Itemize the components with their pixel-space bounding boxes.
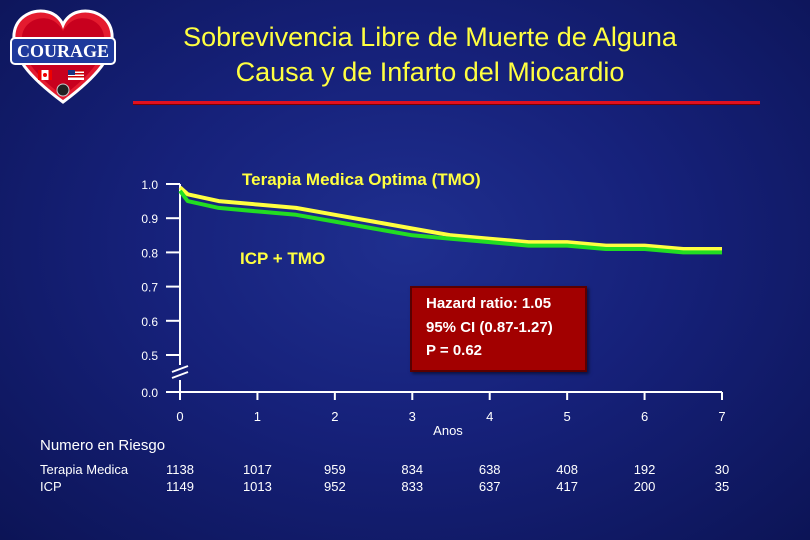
axis-break-mark [171,365,189,373]
risk-value: 638 [478,462,501,477]
x-tick-label: 1 [254,409,261,424]
courage-logo: COURAGE [10,9,116,104]
risk-value: 637 [478,479,501,494]
x-tick-label: 7 [718,409,725,424]
y-tick-label: 0.7 [141,281,158,295]
x-tick-label: 6 [641,409,648,424]
x-tick-label: 2 [331,409,338,424]
risk-value: 834 [401,462,424,477]
risk-value: 952 [323,479,346,494]
x-tick-label: 5 [564,409,571,424]
title-line-2: Causa y de Infarto del Miocardio [235,57,625,87]
risk-value: 833 [401,479,424,494]
risk-value: 1149 [166,479,194,494]
x-tick-label: 4 [486,409,493,424]
risk-value: 1138 [166,462,194,477]
p-value-text: P = 0.62 [426,342,483,359]
ci-text: 95% CI (0.87-1.27) [426,319,553,336]
risk-value: 417 [556,479,578,494]
risk-value: 1013 [242,479,272,494]
risk-table-title: Numero en Riesgo [40,437,166,454]
series-label-icp: ICP + TMO [240,249,326,268]
series-line-tmo [178,185,722,251]
x-tick-label: 3 [409,409,416,424]
risk-value: 959 [323,462,346,477]
page-title: Sobrevivencia Libre de Muerte de Alguna … [125,20,735,90]
hazard-ratio-text: Hazard ratio: 1.05 [426,295,552,312]
risk-row-label-tmo: Terapia Medica [40,462,129,477]
x-tick-label: 0 [176,409,183,424]
y-tick-label: 0.6 [141,315,158,329]
risk-value: 200 [633,479,656,494]
risk-value: 1017 [242,462,272,477]
risk-value: 35 [714,479,730,494]
axis-break-mark [171,371,189,379]
y-tick-label: 0.8 [141,246,158,260]
series-line-icp [178,189,722,255]
y-tick-label: 0.0 [141,386,158,400]
hazard-ratio-box: Hazard ratio: 1.05 95% CI (0.87-1.27) P … [410,286,587,372]
risk-row-label-icp: ICP [40,479,62,494]
x-axis-label: Anos [433,423,463,438]
risk-value: 408 [556,462,578,477]
title-rule [133,101,760,104]
title-line-1: Sobrevivencia Libre de Muerte de Alguna [183,22,677,52]
risk-value: 30 [714,462,730,477]
risk-value: 192 [633,462,656,477]
y-tick-label: 0.5 [141,349,158,363]
logo-text: COURAGE [17,41,109,61]
y-tick-label: 0.9 [141,212,158,226]
y-tick-label: 1.0 [141,178,158,192]
series-label-tmo: Terapia Medica Optima (TMO) [242,170,481,189]
